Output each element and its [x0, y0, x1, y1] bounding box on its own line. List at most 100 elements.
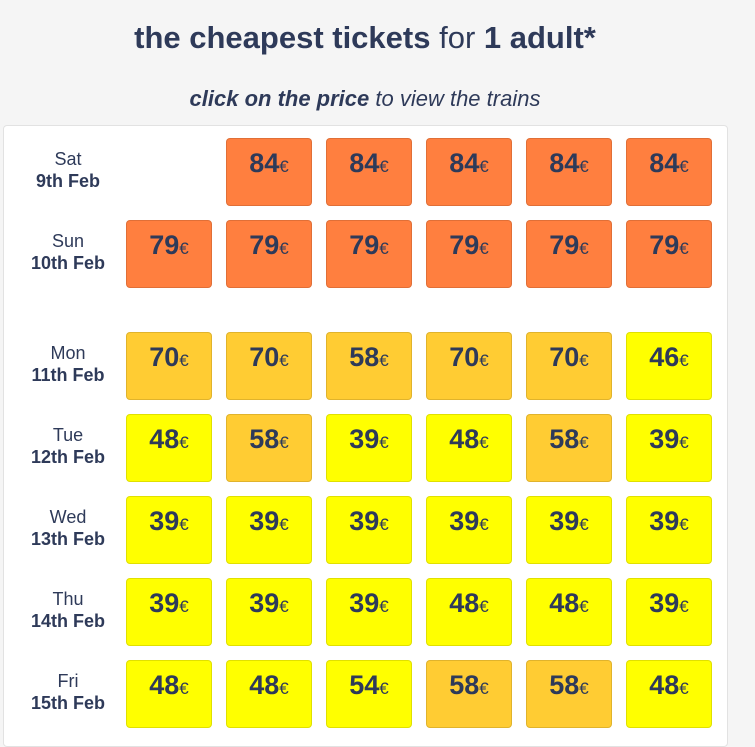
day-label: Sun 10th Feb	[9, 230, 127, 274]
day-label: Mon 11th Feb	[9, 342, 127, 386]
price-amount: 79€	[649, 230, 689, 260]
price-cell[interactable]: 48€	[426, 578, 512, 646]
price-cell[interactable]: 70€	[226, 332, 312, 400]
euro-symbol: €	[479, 597, 489, 616]
price-cell[interactable]: 70€	[426, 332, 512, 400]
price-amount: 48€	[649, 670, 689, 700]
day-label: Thu 14th Feb	[9, 588, 127, 632]
day-name: Thu	[52, 589, 84, 609]
euro-symbol: €	[579, 597, 589, 616]
price-amount: 46€	[649, 342, 689, 372]
price-cell[interactable]: 58€	[226, 414, 312, 482]
euro-symbol: €	[479, 351, 489, 370]
price-amount: 79€	[449, 230, 489, 260]
price-cell[interactable]: 48€	[226, 660, 312, 728]
euro-symbol: €	[479, 239, 489, 258]
price-cell[interactable]: 48€	[426, 414, 512, 482]
price-amount: 39€	[149, 588, 189, 618]
euro-symbol: €	[279, 679, 289, 698]
price-cell[interactable]: 79€	[626, 220, 712, 288]
price-amount: 70€	[149, 342, 189, 372]
price-cell[interactable]: 79€	[526, 220, 612, 288]
euro-symbol: €	[679, 157, 689, 176]
price-amount: 58€	[249, 424, 289, 454]
price-amount: 39€	[349, 588, 389, 618]
price-cell[interactable]: 46€	[626, 332, 712, 400]
price-cell[interactable]: 58€	[326, 332, 412, 400]
price-calendar: Sat 9th Feb 84€ 84€ 84€ 84€ 84€ Sun 10th Feb 79€ 7…	[3, 125, 728, 747]
price-cell[interactable]: 48€	[126, 660, 212, 728]
price-amount: 39€	[549, 506, 589, 536]
price-cell[interactable]: 58€	[526, 660, 612, 728]
price-cell[interactable]: 54€	[326, 660, 412, 728]
price-cell[interactable]: 39€	[626, 496, 712, 564]
price-amount: 84€	[249, 148, 289, 178]
subtitle-bold: click on the price	[189, 86, 370, 111]
price-cell[interactable]: 79€	[226, 220, 312, 288]
euro-symbol: €	[379, 679, 389, 698]
euro-symbol: €	[179, 351, 189, 370]
euro-symbol: €	[679, 433, 689, 452]
subtitle-rest: to view the trains	[369, 86, 541, 111]
price-cell[interactable]: 79€	[326, 220, 412, 288]
price-amount: 39€	[349, 506, 389, 536]
price-cell[interactable]: 48€	[126, 414, 212, 482]
price-cell[interactable]: 84€	[326, 138, 412, 206]
price-cell[interactable]: 70€	[126, 332, 212, 400]
price-amount: 39€	[649, 506, 689, 536]
price-amount: 48€	[549, 588, 589, 618]
euro-symbol: €	[279, 239, 289, 258]
euro-symbol: €	[179, 679, 189, 698]
euro-symbol: €	[679, 239, 689, 258]
day-name: Mon	[50, 343, 86, 363]
price-cell[interactable]: 79€	[126, 220, 212, 288]
price-cell[interactable]: 39€	[226, 578, 312, 646]
price-amount: 39€	[249, 506, 289, 536]
euro-symbol: €	[179, 239, 189, 258]
euro-symbol: €	[479, 679, 489, 698]
price-cell[interactable]: 84€	[526, 138, 612, 206]
price-amount: 70€	[249, 342, 289, 372]
price-cell[interactable]: 39€	[326, 578, 412, 646]
price-cell[interactable]: 84€	[626, 138, 712, 206]
price-cell[interactable]: 70€	[526, 332, 612, 400]
euro-symbol: €	[379, 433, 389, 452]
price-cell[interactable]: 39€	[426, 496, 512, 564]
price-cell[interactable]: 84€	[426, 138, 512, 206]
price-amount: 48€	[149, 670, 189, 700]
euro-symbol: €	[679, 515, 689, 534]
price-cell[interactable]: 58€	[426, 660, 512, 728]
price-cell[interactable]: 39€	[326, 414, 412, 482]
euro-symbol: €	[379, 239, 389, 258]
euro-symbol: €	[279, 351, 289, 370]
price-amount: 39€	[349, 424, 389, 454]
price-cell[interactable]: 48€	[626, 660, 712, 728]
euro-symbol: €	[179, 515, 189, 534]
euro-symbol: €	[479, 433, 489, 452]
price-amount: 84€	[349, 148, 389, 178]
price-cell[interactable]: 79€	[426, 220, 512, 288]
price-cell[interactable]: 39€	[526, 496, 612, 564]
euro-symbol: €	[279, 515, 289, 534]
euro-symbol: €	[179, 597, 189, 616]
price-cell[interactable]: 48€	[526, 578, 612, 646]
price-amount: 39€	[149, 506, 189, 536]
day-name: Sat	[54, 149, 82, 169]
price-cell[interactable]: 39€	[626, 578, 712, 646]
euro-symbol: €	[179, 433, 189, 452]
price-amount: 70€	[449, 342, 489, 372]
euro-symbol: €	[579, 515, 589, 534]
price-cell[interactable]: 39€	[326, 496, 412, 564]
price-amount: 39€	[649, 424, 689, 454]
price-amount: 39€	[449, 506, 489, 536]
price-amount: 48€	[249, 670, 289, 700]
price-cell[interactable]: 58€	[526, 414, 612, 482]
price-cell[interactable]: 84€	[226, 138, 312, 206]
day-label: Wed 13th Feb	[9, 506, 127, 550]
price-cell[interactable]: 39€	[126, 496, 212, 564]
price-amount: 58€	[549, 670, 589, 700]
price-cell[interactable]: 39€	[226, 496, 312, 564]
euro-symbol: €	[679, 351, 689, 370]
price-cell[interactable]: 39€	[126, 578, 212, 646]
price-cell[interactable]: 39€	[626, 414, 712, 482]
